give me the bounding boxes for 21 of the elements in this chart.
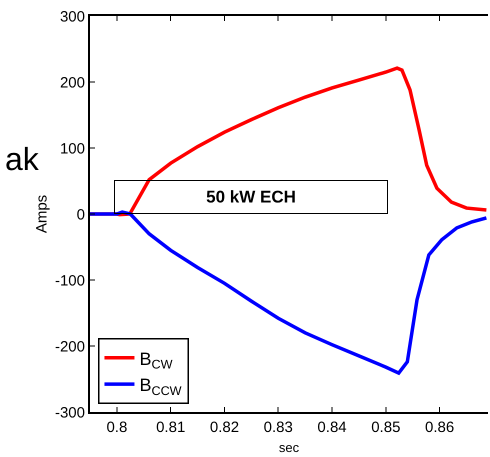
y-axis-title: Amps xyxy=(34,194,51,234)
y-tick-label: -100 xyxy=(54,272,85,290)
legend-label: B$_{CCW}$ xyxy=(139,375,182,398)
x-axis-title: sec xyxy=(278,440,300,456)
y-tick-label: 100 xyxy=(60,140,85,158)
y-tick-label: -300 xyxy=(54,404,85,422)
x-tick-label: 0.86 xyxy=(424,419,454,436)
x-tick-label: 0.85 xyxy=(371,419,400,436)
x-tick-label: 0.81 xyxy=(156,419,186,436)
text: ak xyxy=(5,141,40,177)
y-tick-label: 0 xyxy=(76,206,85,224)
legend-label: B$_{CW}$ xyxy=(139,348,173,372)
line-series xyxy=(90,210,488,375)
x-tick-label: 0.83 xyxy=(264,419,293,436)
y-tick-label: 300 xyxy=(60,8,85,26)
x-tick-label: 0.82 xyxy=(210,419,240,436)
y-tick-label: 200 xyxy=(60,74,85,92)
y-tick-label: -200 xyxy=(54,338,85,356)
x-tick-label: 0.8 xyxy=(106,419,128,436)
annotation: 50 kW ECH xyxy=(206,188,296,206)
x-tick-label: 0.84 xyxy=(317,419,347,436)
